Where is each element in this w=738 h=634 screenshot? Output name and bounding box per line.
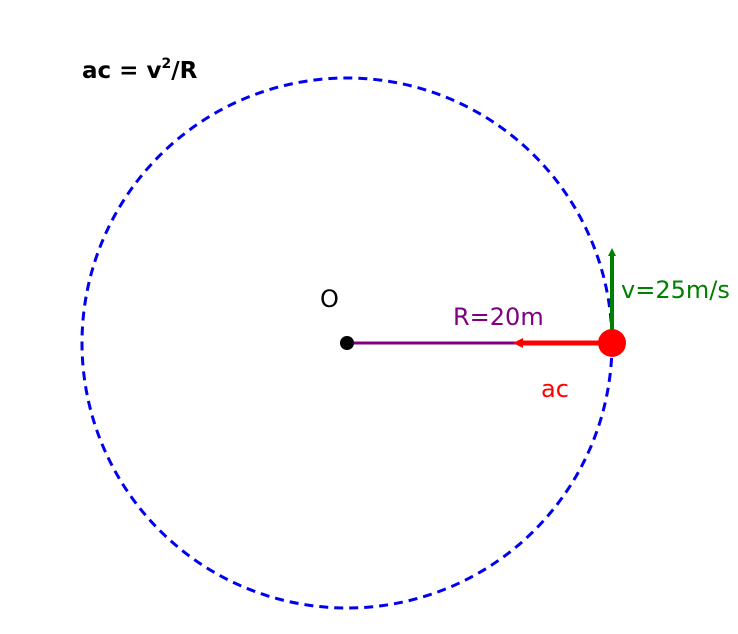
acceleration-label: ac — [541, 375, 569, 403]
radius-label: R=20m — [453, 303, 544, 331]
velocity-label: v=25m/s — [621, 276, 730, 304]
center-point — [340, 336, 354, 350]
particle — [598, 329, 626, 357]
formula: ac = v2/R — [82, 56, 198, 84]
formula-tail: /R — [171, 58, 197, 84]
formula-base: ac = v — [82, 58, 161, 84]
formula-exponent: 2 — [161, 56, 171, 72]
center-label: O — [320, 285, 339, 313]
